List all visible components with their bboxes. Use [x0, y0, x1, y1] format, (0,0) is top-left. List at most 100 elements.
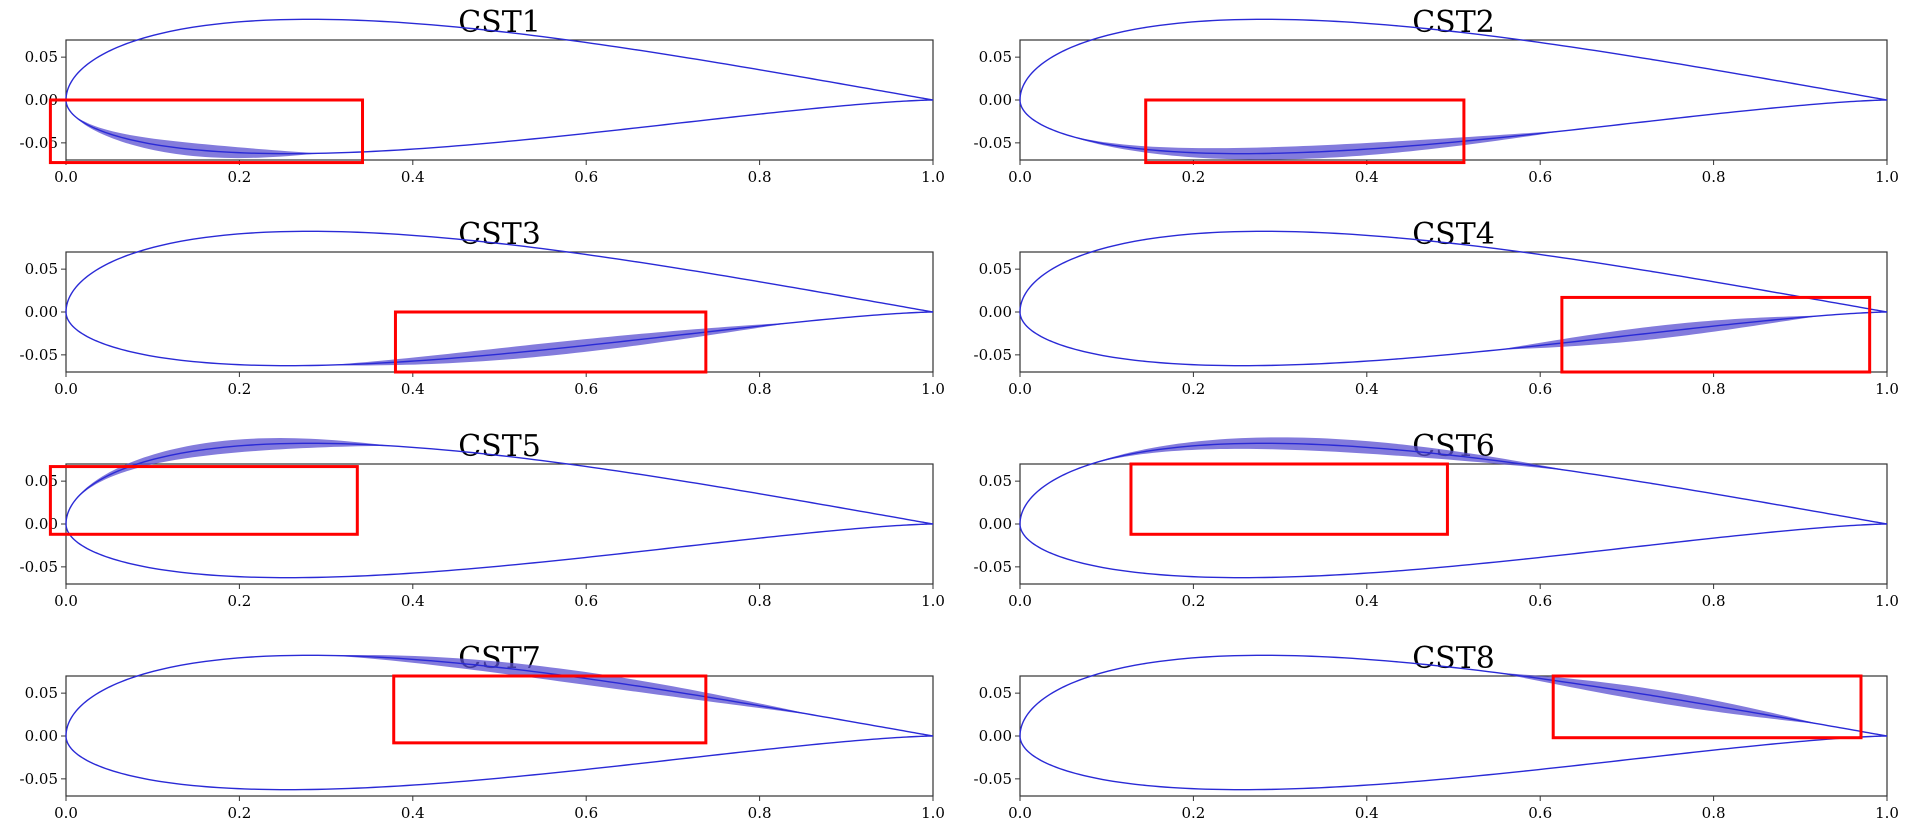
x-tick-label: 0.0: [54, 380, 78, 398]
upper-surface-line: [1019, 18, 1888, 101]
x-tick-label: 0.0: [54, 168, 78, 186]
y-tick-label: 0.05: [25, 472, 58, 490]
highlight-box: [1144, 98, 1466, 165]
highlight-box: [1560, 295, 1872, 374]
y-tick-label: 0.00: [25, 515, 58, 533]
upper-surface-line: [1019, 654, 1888, 737]
uncertainty-band: [1504, 673, 1887, 736]
x-tick-label: 0.2: [227, 168, 251, 186]
x-tick-label: 0.0: [1008, 804, 1032, 822]
x-tick-label: 0.8: [748, 592, 772, 610]
uncertainty-band: [1093, 437, 1666, 486]
x-tick-label: 1.0: [1875, 380, 1899, 398]
lower-surface-line: [65, 311, 934, 367]
x-tick-label: 1.0: [921, 380, 945, 398]
lower-surface-line: [65, 99, 934, 155]
x-tick-label: 0.4: [1355, 804, 1379, 822]
x-tick-label: 0.6: [574, 380, 598, 398]
y-tick-label: -0.05: [974, 134, 1012, 152]
y-tick-label: 0.00: [979, 727, 1012, 745]
y-tick-label: 0.05: [979, 48, 1012, 66]
x-tick-label: 1.0: [1875, 168, 1899, 186]
y-tick-label: -0.05: [20, 558, 58, 576]
x-tick-label: 0.4: [1355, 592, 1379, 610]
y-tick-label: 0.00: [979, 303, 1012, 321]
y-tick-label: 0.05: [25, 260, 58, 278]
x-tick-label: 0.0: [54, 804, 78, 822]
y-tick-label: -0.05: [974, 558, 1012, 576]
y-tick-label: -0.05: [974, 770, 1012, 788]
x-tick-label: 0.6: [574, 804, 598, 822]
x-tick-label: 0.8: [1702, 592, 1726, 610]
x-tick-label: 0.6: [1528, 168, 1552, 186]
x-tick-label: 0.4: [401, 592, 425, 610]
x-tick-label: 0.4: [401, 168, 425, 186]
x-tick-label: 0.8: [748, 168, 772, 186]
y-tick-label: -0.05: [20, 346, 58, 364]
x-tick-label: 1.0: [921, 592, 945, 610]
x-tick-label: 0.6: [574, 592, 598, 610]
uncertainty-band: [1063, 119, 1666, 160]
x-tick-label: 0.2: [1181, 380, 1205, 398]
x-tick-label: 0.0: [54, 592, 78, 610]
y-tick-label: -0.05: [20, 770, 58, 788]
x-tick-label: 0.6: [1528, 380, 1552, 398]
x-tick-label: 0.6: [1528, 592, 1552, 610]
highlight-box: [392, 674, 708, 745]
upper-surface-line: [1019, 230, 1888, 313]
x-tick-label: 0.2: [227, 592, 251, 610]
x-tick-label: 0.6: [1528, 804, 1552, 822]
highlight-box: [1129, 462, 1449, 536]
y-tick-label: -0.05: [20, 134, 58, 152]
y-tick-label: -0.05: [974, 346, 1012, 364]
upper-surface-line: [1019, 442, 1888, 525]
highlight-box: [48, 98, 365, 165]
y-tick-label: 0.00: [25, 727, 58, 745]
x-tick-label: 0.0: [1008, 168, 1032, 186]
lower-surface-line: [1019, 523, 1888, 579]
highlight-box: [393, 310, 708, 374]
x-tick-label: 0.2: [1181, 592, 1205, 610]
lower-surface-line: [1019, 311, 1888, 367]
uncertainty-band: [66, 438, 449, 524]
x-tick-label: 0.2: [1181, 804, 1205, 822]
y-tick-label: 0.05: [979, 260, 1012, 278]
x-tick-label: 0.8: [1702, 168, 1726, 186]
lower-surface-line: [1019, 99, 1888, 155]
x-tick-label: 1.0: [921, 168, 945, 186]
x-tick-label: 0.8: [748, 380, 772, 398]
x-tick-label: 0.4: [401, 380, 425, 398]
y-tick-label: 0.00: [25, 303, 58, 321]
lower-surface-line: [65, 523, 934, 579]
y-tick-label: 0.05: [25, 48, 58, 66]
uncertainty-band: [333, 654, 915, 733]
upper-surface-line: [65, 654, 934, 737]
upper-surface-line: [65, 230, 934, 313]
x-tick-label: 0.2: [227, 380, 251, 398]
x-tick-label: 1.0: [1875, 804, 1899, 822]
x-tick-label: 0.8: [1702, 380, 1726, 398]
x-tick-label: 0.4: [401, 804, 425, 822]
y-tick-label: 0.05: [25, 684, 58, 702]
highlight-box: [1551, 674, 1863, 740]
y-tick-label: 0.05: [979, 684, 1012, 702]
upper-surface-line: [65, 442, 934, 525]
x-tick-label: 0.0: [1008, 592, 1032, 610]
x-tick-label: 0.8: [748, 804, 772, 822]
upper-surface-line: [65, 18, 934, 101]
x-tick-label: 0.4: [1355, 168, 1379, 186]
x-tick-label: 0.6: [574, 168, 598, 186]
y-tick-label: 0.00: [979, 91, 1012, 109]
highlight-box: [48, 465, 359, 536]
y-tick-label: 0.00: [979, 515, 1012, 533]
x-tick-label: 0.8: [1702, 804, 1726, 822]
lower-surface-line: [1019, 735, 1888, 791]
